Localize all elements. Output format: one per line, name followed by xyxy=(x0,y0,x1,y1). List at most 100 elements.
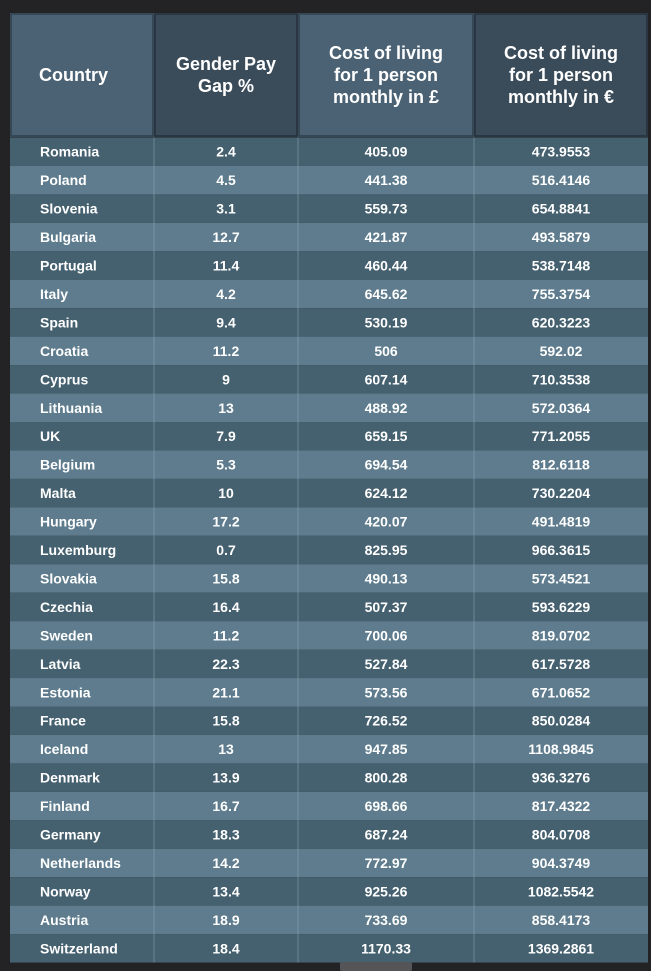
value-cell: 730.2204 xyxy=(532,485,591,501)
column-header: Country xyxy=(39,65,108,85)
value-cell: 11.4 xyxy=(213,258,240,274)
table-row xyxy=(10,365,648,394)
header-cell xyxy=(10,13,154,137)
value-cell: 9.4 xyxy=(216,314,236,330)
country-cell: Malta xyxy=(40,485,76,501)
table-row xyxy=(10,222,648,252)
value-cell: 755.3754 xyxy=(532,286,591,302)
value-cell: 572.0364 xyxy=(532,400,591,416)
value-cell: 405.09 xyxy=(365,144,408,160)
table-row xyxy=(10,564,648,593)
value-cell: 966.3615 xyxy=(532,542,591,558)
value-cell: 710.3538 xyxy=(532,371,591,387)
table-row xyxy=(10,763,648,792)
value-cell: 421.87 xyxy=(365,229,408,245)
country-cell: France xyxy=(40,713,86,729)
value-cell: 654.8841 xyxy=(532,201,591,217)
value-cell: 473.9553 xyxy=(532,144,591,160)
value-cell: 1170.33 xyxy=(361,940,411,956)
value-cell: 15.8 xyxy=(212,713,239,729)
table-row xyxy=(10,791,648,821)
country-cell: Switzerland xyxy=(40,940,118,956)
country-cell: Iceland xyxy=(40,741,88,757)
column-header-line: for 1 person xyxy=(509,65,613,85)
country-cell: Finland xyxy=(40,798,90,814)
value-cell: 16.4 xyxy=(212,599,239,615)
value-cell: 620.3223 xyxy=(532,314,591,330)
table-row xyxy=(10,535,648,565)
value-cell: 0.7 xyxy=(216,542,236,558)
country-cell: Estonia xyxy=(40,684,91,700)
table-row xyxy=(10,678,648,707)
column-header-line: Cost of living xyxy=(329,43,443,63)
country-cell: Croatia xyxy=(40,343,88,359)
country-cell: UK xyxy=(40,428,60,444)
value-cell: 18.4 xyxy=(212,940,239,956)
country-cell: Cyprus xyxy=(40,371,88,387)
country-cell: Poland xyxy=(40,172,87,188)
value-cell: 1108.9845 xyxy=(528,741,594,757)
value-cell: 441.38 xyxy=(365,172,408,188)
value-cell: 491.4819 xyxy=(532,514,591,530)
value-cell: 21.1 xyxy=(212,684,239,700)
table-row xyxy=(10,308,648,337)
column-header: Cost of living for 1 person monthly in € xyxy=(504,43,618,107)
country-cell: Denmark xyxy=(40,770,100,786)
table-row xyxy=(10,478,648,508)
column-header-line: monthly in £ xyxy=(333,87,439,107)
column-header-line: Gender Pay xyxy=(176,54,276,74)
value-cell: 825.95 xyxy=(365,542,408,558)
value-cell: 700.06 xyxy=(365,627,408,643)
value-cell: 11.2 xyxy=(213,627,240,643)
value-cell: 3.1 xyxy=(216,201,236,217)
value-cell: 4.5 xyxy=(216,172,236,188)
country-cell: Sweden xyxy=(40,627,93,643)
value-cell: 18.3 xyxy=(212,827,239,843)
value-cell: 538.7148 xyxy=(532,258,591,274)
country-cell: Netherlands xyxy=(40,855,121,871)
value-cell: 607.14 xyxy=(365,371,408,387)
value-cell: 947.85 xyxy=(365,741,408,757)
value-cell: 22.3 xyxy=(212,656,239,672)
value-cell: 13.9 xyxy=(212,770,239,786)
country-cell: Slovenia xyxy=(40,201,98,217)
value-cell: 9 xyxy=(222,371,230,387)
table-row xyxy=(10,279,648,309)
table-row xyxy=(10,137,648,166)
value-cell: 16.7 xyxy=(212,798,239,814)
value-cell: 592.02 xyxy=(540,343,583,359)
table-row xyxy=(10,251,648,280)
value-cell: 726.52 xyxy=(365,713,408,729)
value-cell: 18.9 xyxy=(212,912,239,928)
table-row xyxy=(10,422,648,451)
table-row xyxy=(10,734,648,764)
value-cell: 812.6118 xyxy=(532,457,590,473)
value-cell: 420.07 xyxy=(365,514,408,530)
value-cell: 645.62 xyxy=(365,286,408,302)
table-row xyxy=(10,877,648,906)
value-cell: 506 xyxy=(374,343,398,359)
value-cell: 11.2 xyxy=(213,343,240,359)
table-row xyxy=(10,905,648,935)
value-cell: 800.28 xyxy=(365,770,408,786)
country-cell: Italy xyxy=(40,286,68,302)
scrollbar-thumb[interactable] xyxy=(340,962,412,971)
country-cell: Austria xyxy=(40,912,88,928)
column-header: Gender Pay Gap % xyxy=(176,54,276,96)
table-row xyxy=(10,706,648,735)
value-cell: 659.15 xyxy=(365,428,408,444)
value-cell: 698.66 xyxy=(365,798,408,814)
table-row xyxy=(10,194,648,223)
value-cell: 10 xyxy=(218,485,234,501)
value-cell: 819.0702 xyxy=(532,627,591,643)
value-cell: 850.0284 xyxy=(532,713,591,729)
country-cell: Belgium xyxy=(40,457,95,473)
table-row xyxy=(10,934,648,963)
table-row xyxy=(10,592,648,622)
value-cell: 573.56 xyxy=(365,684,408,700)
column-header-line: Cost of living xyxy=(504,43,618,63)
column-header: Cost of living for 1 person monthly in £ xyxy=(329,43,443,107)
country-cell: Germany xyxy=(40,827,101,843)
value-cell: 624.12 xyxy=(365,485,408,501)
